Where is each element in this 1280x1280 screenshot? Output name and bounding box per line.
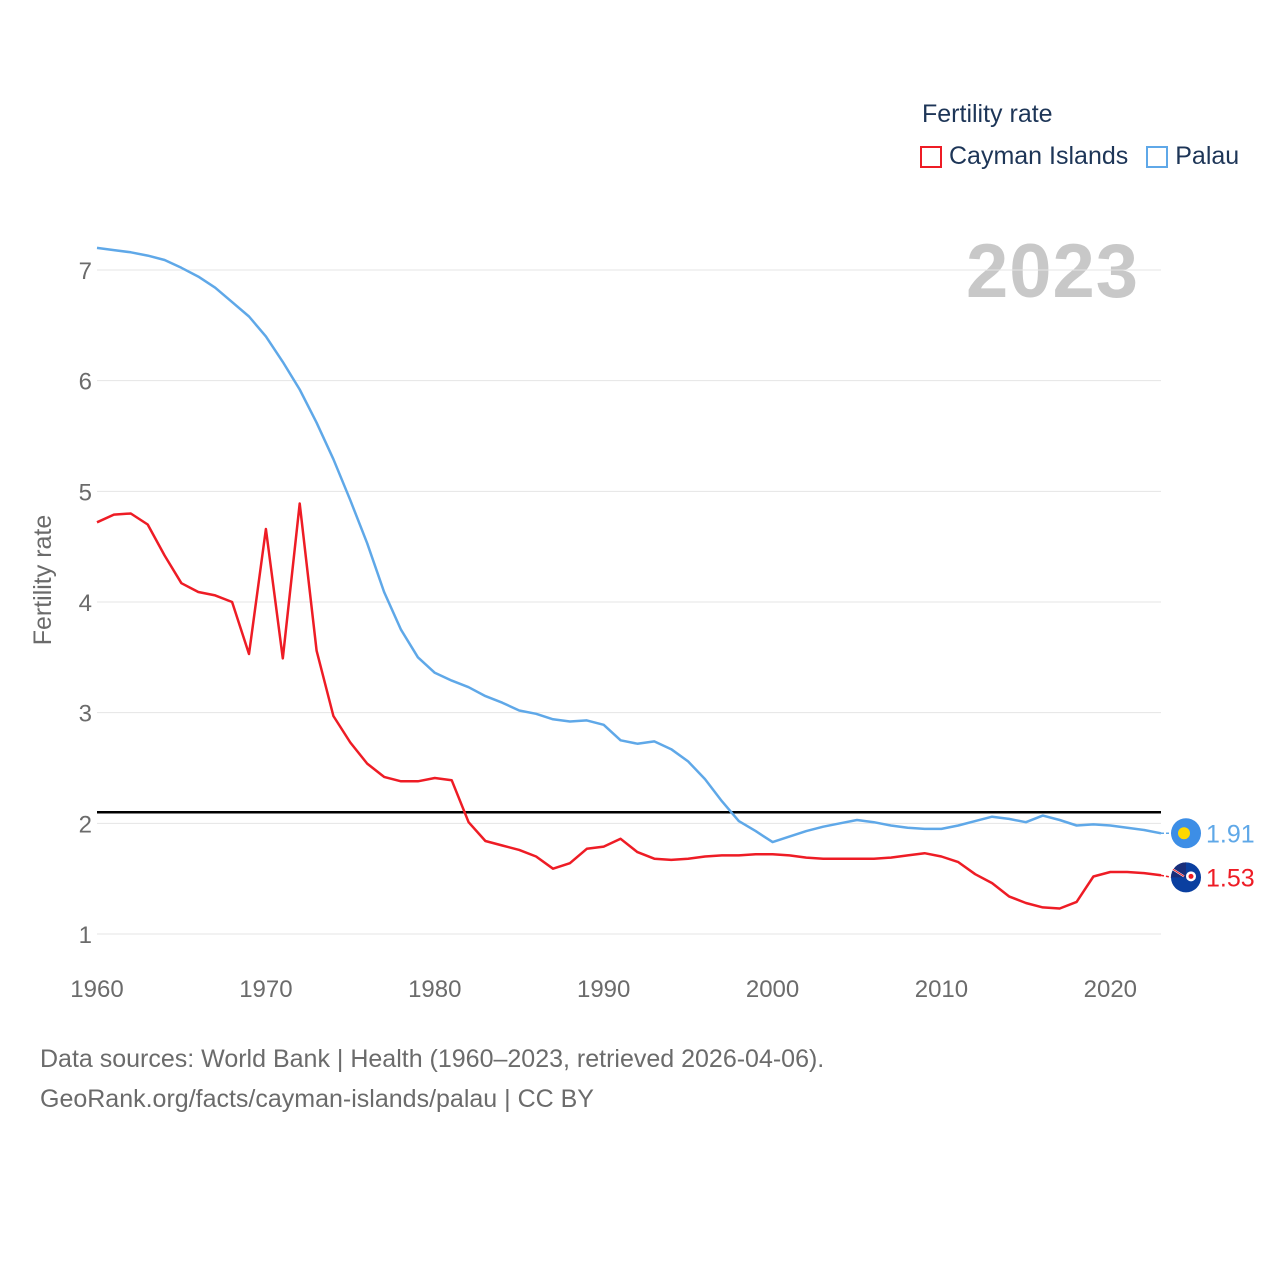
x-tick-label: 2000 (746, 976, 799, 1003)
legend-item-palau[interactable]: Palau (1146, 142, 1239, 171)
y-tick-label: 5 (79, 479, 92, 506)
legend-item-cayman-islands[interactable]: Cayman Islands (920, 142, 1128, 171)
y-axis-label: Fertility rate (29, 515, 57, 646)
series-line-cayman-islands (96, 502, 1162, 910)
y-tick-label: 7 (79, 258, 92, 285)
x-tick-label: 2020 (1084, 976, 1137, 1003)
footer-source: Data sources: World Bank | Health (1960–… (40, 1045, 825, 1073)
end-value-label-palau: 1.91 (1206, 820, 1255, 848)
legend-title: Fertility rate (922, 100, 1053, 128)
y-tick-label: 3 (79, 701, 92, 728)
end-value-label-cayman-islands: 1.53 (1206, 864, 1255, 892)
flag-cayman-islands-icon (1171, 862, 1201, 893)
flag-palau-icon (1171, 818, 1201, 849)
legend-swatch-cayman-islands (920, 145, 942, 168)
series-line-palau (96, 246, 1162, 844)
legend: Cayman Islands Palau (920, 142, 1257, 171)
y-tick-label: 1 (79, 922, 92, 949)
legend-swatch-palau (1146, 145, 1169, 168)
x-tick-label: 1990 (577, 976, 630, 1003)
x-tick-label: 1960 (70, 976, 123, 1003)
year-badge: 2023 (966, 229, 1140, 314)
footer-attribution: GeoRank.org/facts/cayman-islands/palau |… (40, 1085, 594, 1113)
legend-label-palau: Palau (1175, 142, 1240, 170)
y-tick-label: 2 (79, 811, 92, 838)
x-tick-label: 1970 (239, 976, 292, 1003)
y-tick-label: 4 (79, 590, 92, 617)
x-tick-label: 1980 (408, 976, 461, 1003)
legend-label-cayman-islands: Cayman Islands (949, 142, 1129, 170)
leader-cayman-islands (1160, 874, 1173, 879)
x-tick-label: 2010 (915, 976, 968, 1003)
y-tick-label: 6 (79, 369, 92, 396)
